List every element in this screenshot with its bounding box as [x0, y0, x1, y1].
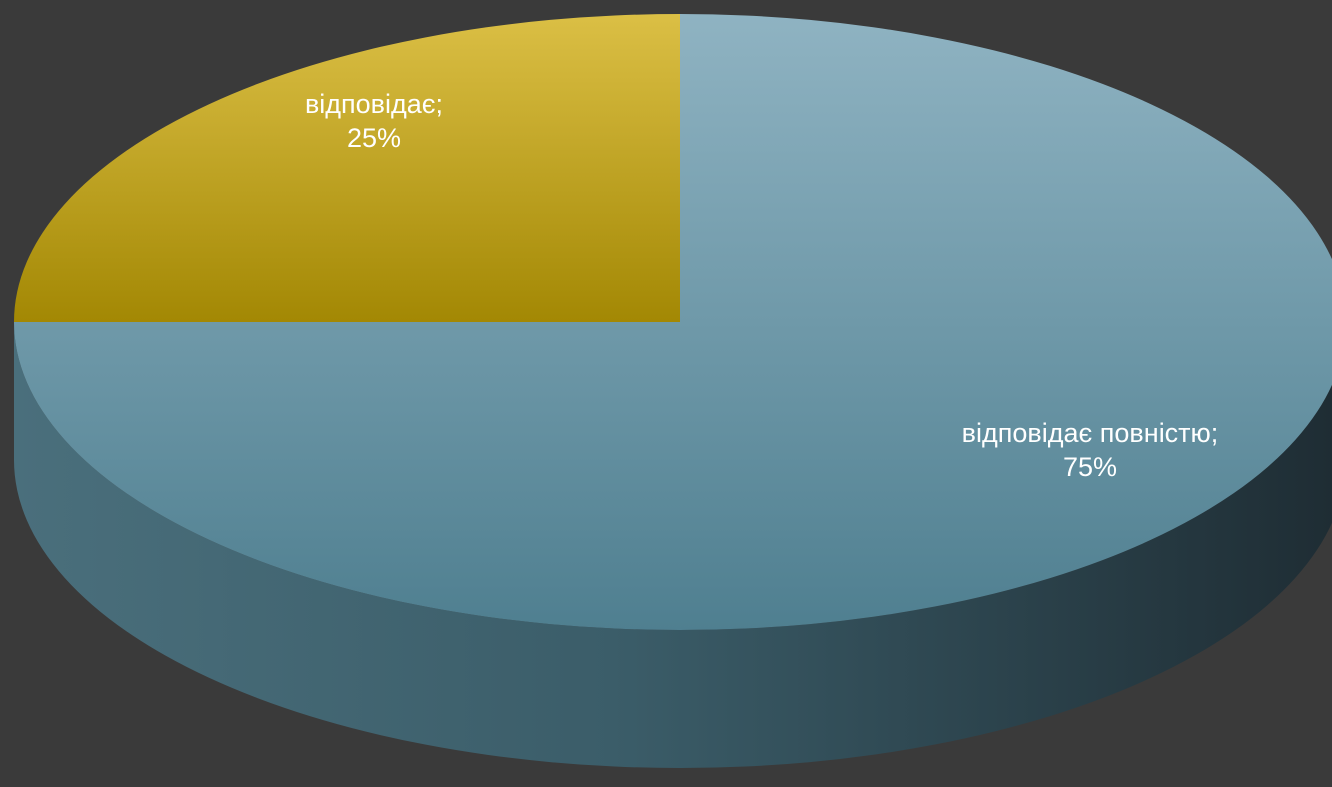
slice-value-label: 25%: [347, 123, 401, 153]
pie-side-walls: [14, 322, 1332, 768]
slice-category-label: відповідає повністю;: [962, 418, 1219, 448]
pie-slice: [14, 14, 1332, 630]
pie-labels: відповідає повністю; 75% відповідає; 25%: [305, 89, 1218, 482]
slice-value-label: 75%: [1063, 452, 1117, 482]
slice-data-label: відповідає; 25%: [305, 89, 443, 153]
pie-side-wall: [14, 322, 1332, 768]
pie-slice: [14, 14, 680, 322]
slice-data-label: відповідає повністю; 75%: [962, 418, 1219, 482]
pie-slices: [14, 14, 1332, 630]
slice-category-label: відповідає;: [305, 89, 443, 119]
